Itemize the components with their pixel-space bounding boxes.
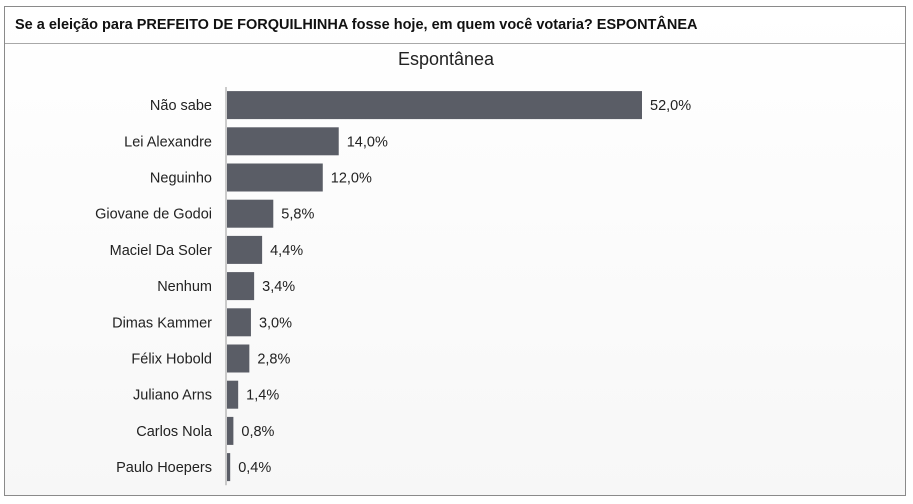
category-label: Lei Alexandre [124, 134, 212, 150]
bar [227, 308, 251, 337]
bar [227, 235, 263, 264]
value-label: 0,8% [241, 424, 274, 440]
value-label: 52,0% [650, 98, 691, 114]
category-label: Juliano Arns [133, 388, 212, 404]
category-label: Nenhum [157, 279, 212, 295]
category-label: Paulo Hoepers [116, 460, 212, 476]
bar [227, 127, 339, 156]
category-label: Neguinho [150, 171, 212, 187]
value-label: 2,8% [257, 352, 290, 368]
chart-title: Espontânea [398, 49, 495, 69]
chart-frame: Se a eleição para PREFEITO DE FORQUILHIN… [4, 6, 906, 496]
value-label: 4,4% [270, 243, 303, 259]
bar [227, 199, 274, 228]
value-label: 1,4% [246, 388, 279, 404]
category-label: Não sabe [150, 98, 212, 114]
value-label: 3,4% [262, 279, 295, 295]
category-label: Maciel Da Soler [110, 243, 213, 259]
bar [227, 344, 250, 373]
bars-group: Não sabe 52,0% Lei Alexandre 14,0% Neguinho 1… [95, 91, 691, 482]
value-label: 5,8% [281, 207, 314, 223]
category-label: Giovane de Godoi [95, 207, 212, 223]
category-label: Carlos Nola [136, 424, 213, 440]
bar [227, 380, 239, 409]
value-label: 12,0% [331, 171, 372, 187]
bar [227, 453, 231, 482]
value-label: 14,0% [347, 134, 388, 150]
header-divider [5, 43, 905, 44]
question-title: Se a eleição para PREFEITO DE FORQUILHIN… [15, 17, 698, 33]
value-label: 0,4% [238, 460, 271, 476]
bar [227, 91, 642, 120]
bar [227, 163, 323, 192]
category-label: Dimas Kammer [112, 315, 212, 331]
bar [227, 416, 234, 445]
value-label: 3,0% [259, 315, 292, 331]
bar [227, 272, 255, 301]
category-label: Félix Hobold [131, 352, 212, 368]
